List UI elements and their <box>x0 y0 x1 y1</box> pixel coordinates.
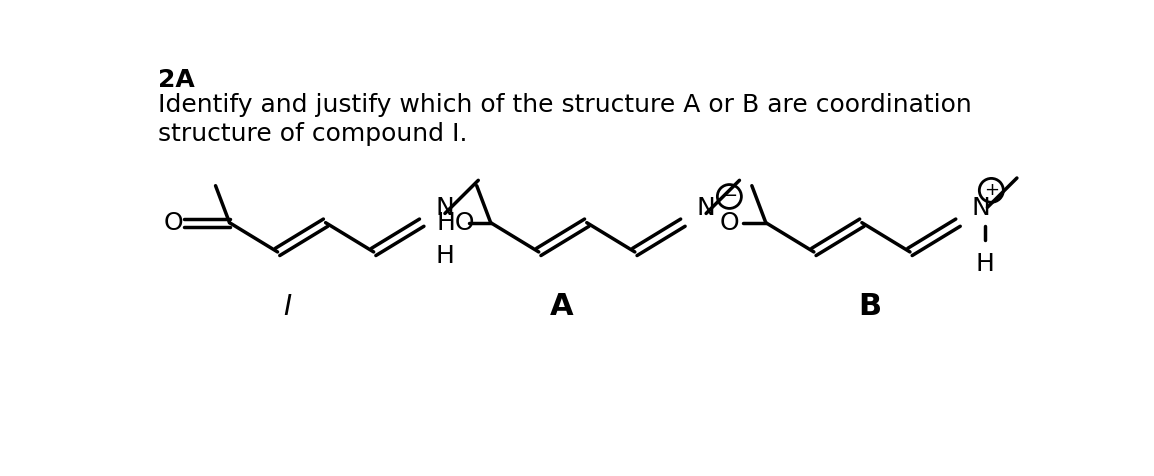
Text: Identify and justify which of the structure A or B are coordination: Identify and justify which of the struct… <box>158 92 972 117</box>
Text: O: O <box>164 211 183 235</box>
Text: I: I <box>283 293 291 321</box>
Text: B: B <box>859 292 882 321</box>
Text: A: A <box>550 292 574 321</box>
Text: −: − <box>721 188 737 206</box>
Text: 2A: 2A <box>158 68 195 92</box>
Text: O: O <box>720 211 740 235</box>
Text: N: N <box>972 196 990 219</box>
Text: H: H <box>975 252 995 276</box>
Text: +: + <box>984 181 999 199</box>
Text: N: N <box>436 196 455 219</box>
Text: N: N <box>697 196 715 219</box>
Text: structure of compound I.: structure of compound I. <box>158 122 467 146</box>
Text: HO: HO <box>436 211 475 235</box>
Text: H: H <box>435 244 455 268</box>
